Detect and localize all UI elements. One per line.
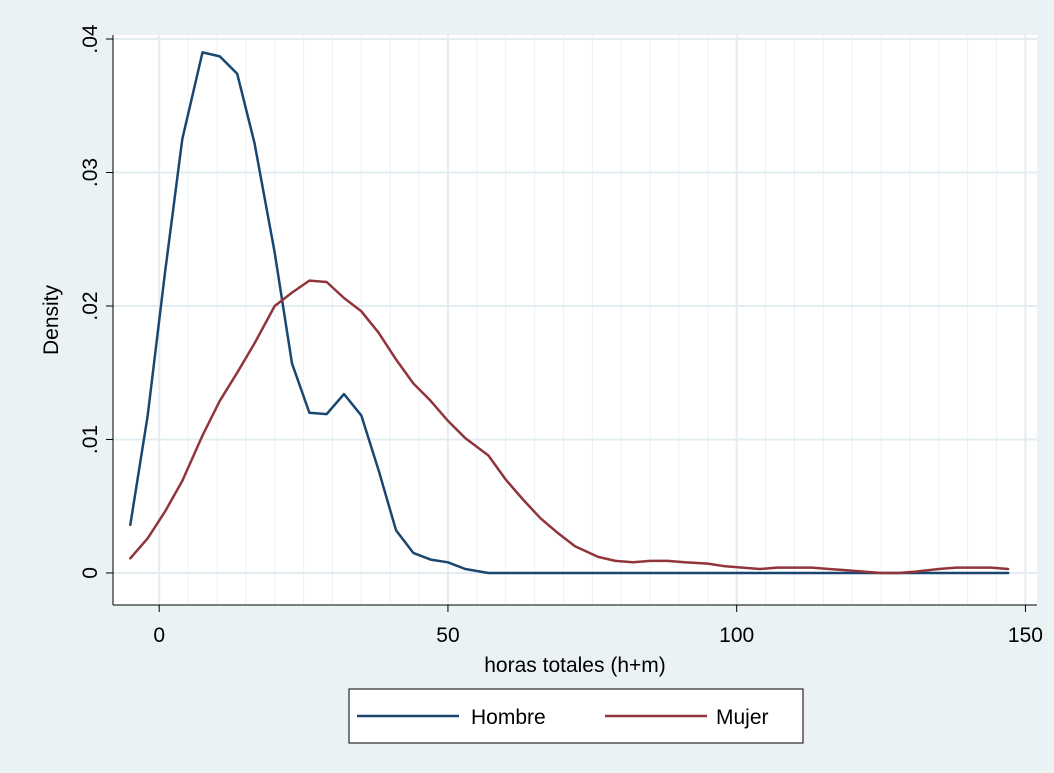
y-tick-label: .04 bbox=[79, 24, 102, 54]
legend: Hombre Mujer bbox=[348, 688, 804, 744]
x-tick-label: 100 bbox=[719, 624, 754, 647]
x-tick-label: 50 bbox=[436, 624, 459, 647]
x-tick-label: 0 bbox=[153, 624, 165, 647]
x-axis-ticks: 0 50 100 150 bbox=[153, 605, 1043, 647]
y-tick-label: .02 bbox=[79, 291, 102, 320]
y-axis-ticks: 0 .01 .02 .03 .04 bbox=[79, 24, 113, 579]
x-tick-label: 150 bbox=[1008, 624, 1043, 647]
series-layer bbox=[129, 51, 1010, 575]
series-line-mujer bbox=[129, 279, 1010, 575]
plot-region bbox=[113, 35, 1037, 605]
y-tick-label: .03 bbox=[79, 158, 102, 187]
x-axis-title: horas totales (h+m) bbox=[484, 654, 666, 677]
legend-label-mujer: Mujer bbox=[716, 706, 769, 729]
y-tick-label: 0 bbox=[79, 567, 102, 579]
y-tick-label: .01 bbox=[79, 425, 102, 454]
y-axis-title: Density bbox=[40, 284, 63, 355]
series-line-hombre bbox=[129, 51, 1010, 575]
legend-label-hombre: Hombre bbox=[471, 706, 546, 729]
minor-gridlines bbox=[187, 35, 998, 605]
